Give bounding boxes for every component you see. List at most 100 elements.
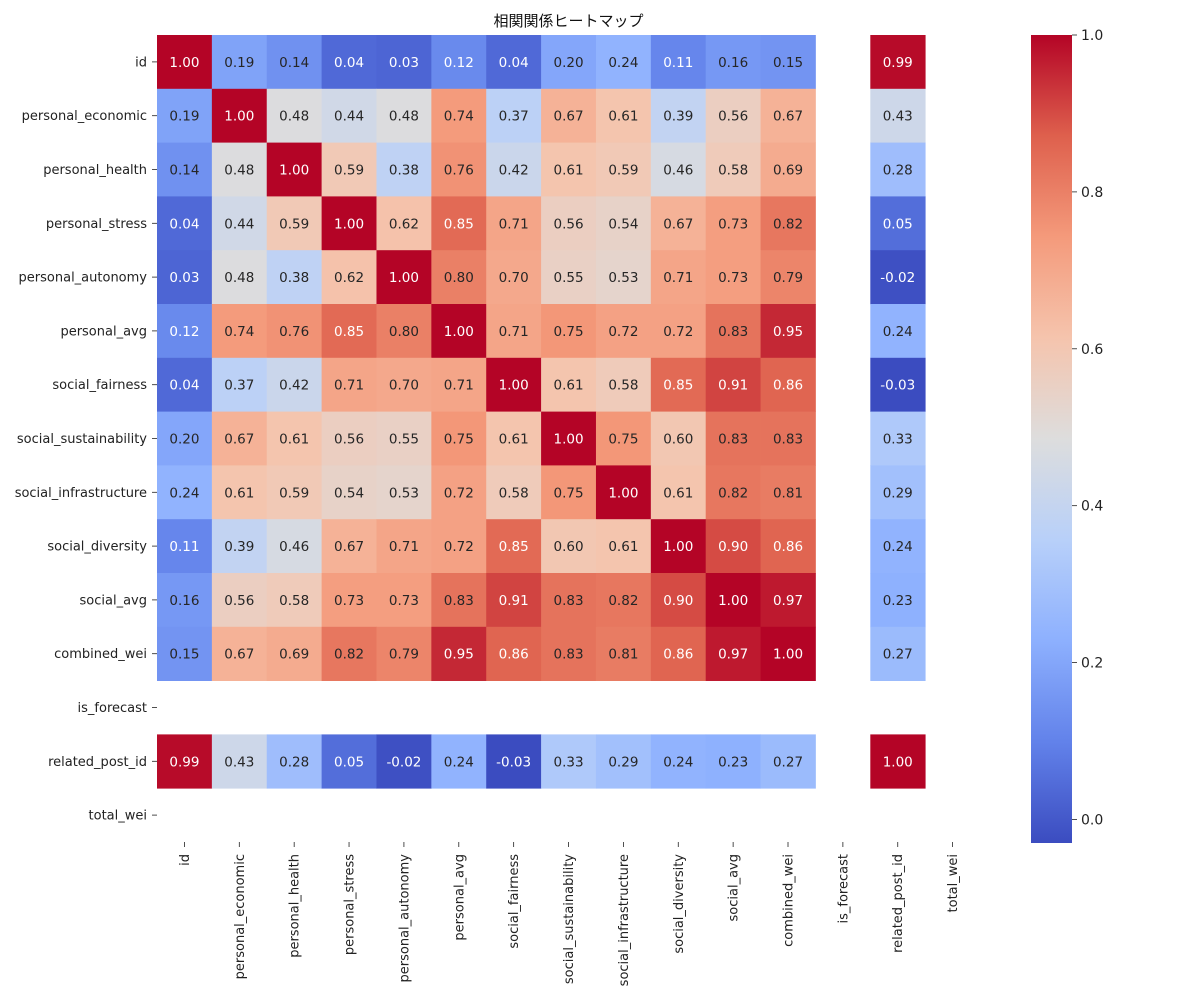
heatmap-cell-value: 0.70 [389, 378, 419, 394]
heatmap-cell [321, 519, 377, 574]
heatmap-cell [541, 142, 597, 197]
heatmap-cell [266, 573, 323, 628]
heatmap-cell-value: 0.61 [499, 432, 529, 448]
heatmap-cell [321, 35, 377, 90]
heatmap-cell [486, 734, 542, 789]
heatmap-cell-value: 0.72 [663, 324, 693, 340]
heatmap-cell [595, 250, 652, 305]
column-label: social_diversity [672, 854, 687, 954]
heatmap-cell-value: 0.80 [389, 324, 419, 340]
column-labels: id personal_economic personal_health person… [178, 842, 961, 986]
heatmap-cell-value: 0.79 [773, 270, 803, 286]
column-label: social_avg [727, 854, 742, 921]
heatmap-cell-value: 0.73 [334, 593, 364, 609]
heatmap-cell [870, 88, 926, 143]
heatmap-cell-value: 0.58 [279, 593, 309, 609]
heatmap-cell-value: 0.90 [718, 539, 748, 555]
heatmap-cell [486, 250, 542, 305]
heatmap-cell-value: 0.28 [279, 754, 309, 770]
heatmap-cell [650, 465, 707, 520]
heatmap-cell [541, 88, 597, 143]
heatmap-cell [705, 250, 761, 305]
heatmap-cell [760, 142, 816, 197]
heatmap-cell [705, 196, 761, 251]
heatmap-cell-value: 0.86 [773, 539, 803, 555]
heatmap-cell [595, 626, 652, 681]
heatmap-cell-value: 0.60 [663, 432, 693, 448]
heatmap-cell-value: 0.56 [224, 593, 254, 609]
heatmap-cell-value: 0.83 [718, 324, 748, 340]
heatmap-cell-value: 0.71 [499, 216, 529, 232]
heatmap-cell-value: 0.67 [553, 109, 583, 125]
heatmap-cell [595, 465, 652, 520]
heatmap-cell-value: 0.24 [444, 754, 474, 770]
heatmap-cell-value: 0.67 [773, 109, 803, 125]
row-label: social_fairness [52, 378, 147, 393]
heatmap-cell [760, 196, 816, 251]
heatmap-cell-value: 0.44 [334, 109, 364, 125]
column-label: personal_health [288, 854, 303, 958]
heatmap-cell [376, 519, 432, 574]
heatmap-cell-value: 1.00 [553, 432, 583, 448]
heatmap-cell-value: 0.33 [553, 754, 583, 770]
heatmap-cell [650, 250, 707, 305]
heatmap-cell-value: 0.99 [169, 754, 199, 770]
row-label: social_avg [80, 593, 147, 608]
heatmap-cell-value: 0.15 [773, 55, 803, 71]
row-label: related_post_id [48, 755, 147, 770]
heatmap-cell-value: -0.02 [880, 270, 915, 286]
heatmap-cell-value: 0.54 [334, 485, 364, 501]
heatmap-cell-value: 0.58 [718, 163, 748, 179]
heatmap-cell-value: 1.00 [883, 754, 913, 770]
heatmap-cell-value: 0.82 [608, 593, 638, 609]
heatmap-cell [431, 196, 487, 251]
heatmap-cell [266, 626, 323, 681]
heatmap-cell-value: 0.85 [499, 539, 529, 555]
row-label: personal_stress [46, 217, 147, 232]
heatmap-cell [870, 35, 926, 90]
heatmap-cell-value: 0.83 [444, 593, 474, 609]
heatmap-cell [211, 196, 268, 251]
heatmap-cell-value: 0.29 [608, 754, 638, 770]
heatmap-cell-value: 1.00 [279, 163, 309, 179]
heatmap-cell-value: 0.79 [389, 647, 419, 663]
heatmap-cell-value: 0.81 [773, 485, 803, 501]
row-label: personal_avg [60, 324, 147, 339]
row-label: combined_wei [54, 647, 147, 662]
heatmap-cell-value: 1.00 [334, 216, 364, 232]
heatmap-cell [705, 573, 761, 628]
heatmap-cell-value: 0.85 [444, 216, 474, 232]
heatmap-cell [266, 35, 323, 90]
column-label: combined_wei [782, 854, 797, 947]
heatmap-cell-value: 0.72 [444, 539, 474, 555]
heatmap-cell [870, 142, 926, 197]
heatmap-cell-value: 0.61 [608, 539, 638, 555]
heatmap-cell-value: 0.59 [334, 163, 364, 179]
heatmap-cell [760, 357, 816, 412]
heatmap-cell-labels: 1.00 0.19 0.14 0.04 0.03 0.12 0.04 0.20 0.24 0.11… [169, 55, 915, 770]
heatmap-cell-value: 0.53 [608, 270, 638, 286]
row-label: id [135, 55, 147, 70]
heatmap-cell-value: 1.00 [224, 109, 254, 125]
heatmap-cell-value: 0.71 [389, 539, 419, 555]
heatmap-cell [541, 357, 597, 412]
heatmap-cell [321, 411, 377, 466]
column-label: personal_economic [233, 854, 248, 979]
heatmap-cell [705, 411, 761, 466]
heatmap-cell [431, 465, 487, 520]
heatmap-cell [541, 411, 597, 466]
heatmap-cell [595, 357, 652, 412]
heatmap-cell [705, 88, 761, 143]
heatmap-cell [486, 357, 542, 412]
heatmap-cell-value: 0.95 [773, 324, 803, 340]
heatmap-cell-value: 0.73 [389, 593, 419, 609]
heatmap-cell [760, 35, 816, 90]
heatmap-cell-value: 0.14 [169, 163, 199, 179]
heatmap-cell-value: 0.15 [169, 647, 199, 663]
heatmap-cell-value: 0.74 [224, 324, 254, 340]
heatmap-cell-value: 0.23 [883, 593, 913, 609]
heatmap-cell-value: 0.71 [499, 324, 529, 340]
heatmap-cell [760, 250, 816, 305]
heatmap-cell-value: 0.39 [663, 109, 693, 125]
